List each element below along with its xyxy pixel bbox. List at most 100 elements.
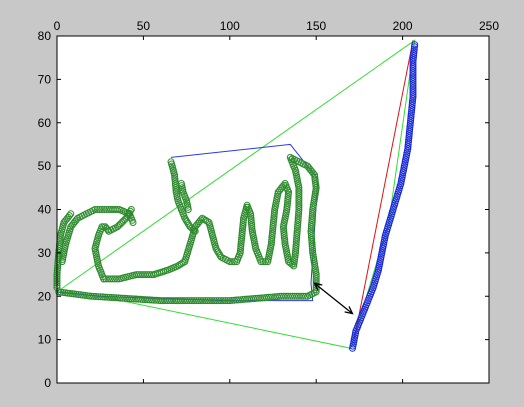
data-point: [55, 249, 63, 257]
x-tick-label: 250: [479, 19, 499, 33]
data-point: [219, 297, 227, 305]
data-point: [93, 206, 101, 213]
data-point: [405, 130, 413, 138]
data-point: [215, 250, 223, 258]
data-point: [312, 275, 320, 283]
data-point: [201, 297, 209, 305]
data-point: [243, 295, 251, 303]
data-point: [181, 214, 189, 222]
y-tick-label: 80: [38, 29, 52, 43]
data-point: [172, 297, 180, 305]
data-point: [236, 247, 244, 255]
data-point: [295, 210, 303, 218]
data-point: [286, 259, 294, 267]
data-point: [308, 236, 316, 244]
data-point: [312, 273, 320, 281]
data-point: [409, 84, 417, 92]
data-point: [212, 297, 220, 305]
data-point: [256, 294, 264, 302]
data-point: [112, 294, 120, 302]
data-point: [254, 294, 262, 302]
data-point: [230, 258, 238, 266]
arrow-head: [344, 306, 354, 315]
data-point: [92, 293, 100, 300]
data-point: [293, 225, 301, 233]
data-point: [294, 212, 302, 220]
data-point: [130, 295, 138, 303]
data-point: [404, 140, 412, 148]
data-point: [115, 275, 123, 283]
data-point: [55, 242, 63, 250]
data-point: [176, 261, 184, 269]
data-point: [159, 297, 167, 305]
data-point: [292, 247, 300, 255]
data-point: [307, 227, 315, 235]
data-point: [308, 221, 315, 229]
data-point: [406, 119, 414, 127]
data-point: [237, 240, 245, 248]
data-point: [183, 297, 191, 305]
data-point: [270, 212, 278, 220]
data-point: [111, 275, 119, 283]
data-point: [309, 249, 317, 257]
data-point: [119, 294, 127, 302]
data-point: [113, 206, 121, 213]
data-point: [283, 206, 291, 213]
data-point: [234, 296, 242, 304]
data-point: [276, 186, 284, 194]
data-point: [132, 295, 140, 303]
data-point: [217, 253, 225, 261]
data-point: [215, 297, 223, 305]
data-point: [237, 296, 245, 304]
data-point: [308, 245, 316, 252]
data-point: [292, 245, 300, 252]
data-point: [171, 173, 179, 181]
data-point: [269, 227, 277, 235]
data-point: [308, 212, 316, 220]
data-point: [184, 206, 192, 213]
data-point: [309, 208, 317, 216]
data-point: [293, 234, 301, 242]
y-tick-label: 10: [38, 333, 52, 347]
data-point: [294, 214, 302, 222]
data-point: [134, 295, 142, 303]
data-point: [91, 206, 99, 213]
data-point: [208, 297, 216, 305]
data-point: [245, 295, 253, 303]
data-point: [143, 296, 151, 304]
data-point: [273, 293, 281, 301]
data-point: [214, 248, 222, 256]
data-point: [295, 208, 303, 216]
data-point: [171, 177, 179, 185]
data-point: [247, 219, 255, 226]
data-point: [54, 260, 62, 268]
data-point: [181, 297, 189, 305]
data-point: [188, 297, 196, 305]
distance-arrow: [313, 282, 354, 315]
x-tick-label: 100: [220, 19, 240, 33]
data-point: [406, 121, 414, 129]
y-tick-label: 50: [38, 159, 52, 173]
data-point: [127, 206, 135, 213]
data-point: [292, 238, 300, 246]
data-point: [152, 296, 160, 304]
data-point: [99, 293, 107, 301]
data-point: [114, 294, 122, 302]
data-point: [191, 227, 199, 235]
data-point: [248, 221, 256, 229]
x-tick-label: 50: [137, 19, 151, 33]
data-point: [161, 297, 169, 305]
data-point: [280, 225, 288, 233]
data-point: [404, 143, 412, 151]
data-point: [269, 293, 277, 301]
data-point: [281, 240, 289, 248]
data-point: [404, 138, 412, 146]
data-point: [168, 297, 176, 305]
data-point: [269, 223, 277, 231]
data-point: [409, 62, 417, 70]
data-point: [408, 108, 415, 116]
data-point: [192, 297, 200, 305]
data-point: [284, 197, 292, 205]
data-point: [247, 214, 255, 222]
